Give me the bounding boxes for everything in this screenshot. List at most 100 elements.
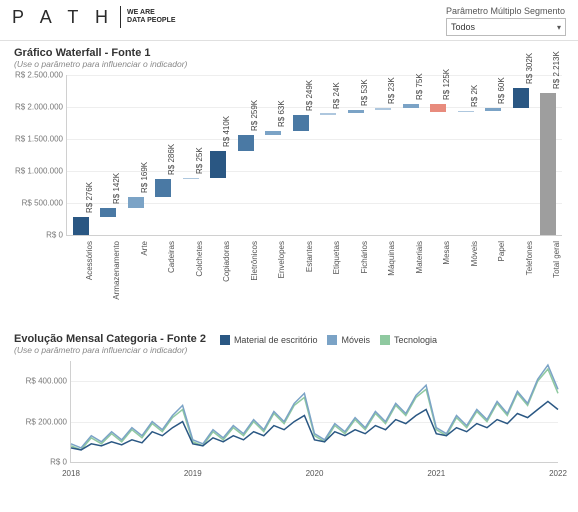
x-tick: Materiais xyxy=(415,241,424,273)
x-tick: Total geral xyxy=(552,241,561,278)
y-tick: R$ 2.000.000 xyxy=(11,103,63,112)
legend-swatch xyxy=(327,335,337,345)
bar-value-label: R$ 23K xyxy=(387,78,396,105)
y-tick: R$ 0 xyxy=(11,231,63,240)
x-tick: 2018 xyxy=(62,469,80,478)
waterfall-bar[interactable] xyxy=(540,93,556,235)
bar-value-label: R$ 24K xyxy=(332,83,341,110)
x-tick: Fichários xyxy=(360,241,369,273)
x-tick: Cadeiras xyxy=(167,241,176,273)
waterfall-bar[interactable] xyxy=(458,111,474,112)
tagline-1: WE ARE xyxy=(127,9,155,16)
y-tick: R$ 400.000 xyxy=(15,377,67,386)
x-tick: Móveis xyxy=(470,241,479,266)
bar-value-label: R$ 169K xyxy=(140,162,149,193)
linechart-container: Evolução Mensal Categoria - Fonte 2 (Use… xyxy=(0,329,578,481)
bar-value-label: R$ 2.213K xyxy=(552,52,561,90)
waterfall-bar[interactable] xyxy=(485,108,501,112)
bar-value-label: R$ 276K xyxy=(85,182,94,213)
legend-item[interactable]: Tecnologia xyxy=(380,335,437,345)
x-tick: Arte xyxy=(140,241,149,256)
x-tick: Eletrônicos xyxy=(250,241,259,281)
bar-value-label: R$ 259K xyxy=(250,100,259,131)
bar-value-label: R$ 63K xyxy=(277,100,286,127)
x-tick: Telefones xyxy=(525,241,534,275)
y-tick: R$ 1.000.000 xyxy=(11,167,63,176)
line-series-svg xyxy=(71,361,558,462)
y-tick: R$ 200.000 xyxy=(15,417,67,426)
logo: P A T H WE ARE DATA PEOPLE xyxy=(12,6,176,28)
bar-value-label: R$ 249K xyxy=(305,80,314,111)
line-series[interactable] xyxy=(71,369,558,450)
gridline xyxy=(67,139,562,140)
legend-item[interactable]: Material de escritório xyxy=(220,335,318,345)
waterfall-bar[interactable] xyxy=(348,110,364,113)
legend-label: Tecnologia xyxy=(394,335,437,345)
waterfall-bar[interactable] xyxy=(403,104,419,109)
x-tick: 2022 xyxy=(549,469,567,478)
gridline xyxy=(67,75,562,76)
x-tick: 2019 xyxy=(184,469,202,478)
x-tick: Acessórios xyxy=(85,241,94,280)
waterfall-bar[interactable] xyxy=(293,115,309,131)
line-chart: R$ 0 R$ 200.000 R$ 400.000 2018 2019 2020 2021… xyxy=(14,361,564,481)
x-tick: Máquinas xyxy=(387,241,396,276)
parameter-label: Parâmetro Múltiplo Segmento xyxy=(446,6,566,16)
x-tick: 2021 xyxy=(427,469,445,478)
waterfall-bar[interactable] xyxy=(210,151,226,177)
bar-value-label: R$ 286K xyxy=(167,144,176,175)
waterfall-bar[interactable] xyxy=(73,217,89,235)
waterfall-chart: R$ 0R$ 500.000R$ 1.000.000R$ 1.500.000R$… xyxy=(10,75,568,325)
waterfall-bar[interactable] xyxy=(513,88,529,107)
logo-tagline: WE ARE DATA PEOPLE xyxy=(127,9,175,24)
linechart-title: Evolução Mensal Categoria - Fonte 2 xyxy=(14,333,206,345)
x-tick: Etiquetas xyxy=(332,241,341,274)
bar-value-label: R$ 125K xyxy=(442,68,451,99)
waterfall-bar[interactable] xyxy=(320,113,336,115)
waterfall-bar[interactable] xyxy=(375,108,391,109)
waterfall-bar[interactable] xyxy=(128,197,144,208)
x-tick: Copiadoras xyxy=(222,241,231,282)
x-tick: Envelopes xyxy=(277,241,286,278)
segment-select[interactable]: Todos ▾ xyxy=(446,18,566,36)
legend-label: Material de escritório xyxy=(234,335,318,345)
bar-value-label: R$ 75K xyxy=(415,73,424,100)
line-series[interactable] xyxy=(71,401,558,450)
linechart-plot: R$ 0R$ 200.000R$ 400.0002018201920202021… xyxy=(70,361,558,463)
waterfall-bar[interactable] xyxy=(430,104,446,112)
legend-swatch xyxy=(380,335,390,345)
x-tick: 2020 xyxy=(306,469,324,478)
y-tick: R$ 1.500.000 xyxy=(11,135,63,144)
y-tick: R$ 0 xyxy=(15,458,67,467)
waterfall-bar[interactable] xyxy=(100,208,116,217)
logo-text: P A T H xyxy=(12,7,114,28)
bar-value-label: R$ 25K xyxy=(195,147,204,174)
x-tick: Mesas xyxy=(442,241,451,265)
linechart-subtitle: (Use o parâmetro para influenciar o indi… xyxy=(14,345,206,355)
chevron-down-icon: ▾ xyxy=(557,23,561,32)
waterfall-title: Gráfico Waterfall - Fonte 1 xyxy=(0,41,578,59)
legend-label: Móveis xyxy=(341,335,370,345)
bar-value-label: R$ 302K xyxy=(525,53,534,84)
bar-value-label: R$ 142K xyxy=(112,173,121,204)
waterfall-bar[interactable] xyxy=(155,179,171,197)
y-tick: R$ 2.500.000 xyxy=(11,71,63,80)
waterfall-plot: R$ 0R$ 500.000R$ 1.000.000R$ 1.500.000R$… xyxy=(66,75,562,236)
x-tick: Estantes xyxy=(305,241,314,272)
segment-select-value: Todos xyxy=(451,22,475,32)
waterfall-bar[interactable] xyxy=(238,135,254,152)
waterfall-subtitle: (Use o parâmetro para influenciar o indi… xyxy=(0,59,578,71)
legend-item[interactable]: Móveis xyxy=(327,335,370,345)
logo-divider xyxy=(120,6,121,28)
parameter-block: Parâmetro Múltiplo Segmento Todos ▾ xyxy=(446,6,566,36)
waterfall-bar[interactable] xyxy=(265,131,281,135)
x-tick: Colchetes xyxy=(195,241,204,277)
bar-value-label: R$ 60K xyxy=(497,77,506,104)
linechart-legend: Material de escritório Móveis Tecnologia xyxy=(220,333,437,345)
waterfall-bar[interactable] xyxy=(183,178,199,180)
bar-value-label: R$ 410K xyxy=(222,116,231,147)
x-tick: Papel xyxy=(497,241,506,261)
legend-swatch xyxy=(220,335,230,345)
header: P A T H WE ARE DATA PEOPLE Parâmetro Múl… xyxy=(0,0,578,41)
bar-value-label: R$ 53K xyxy=(360,79,369,106)
